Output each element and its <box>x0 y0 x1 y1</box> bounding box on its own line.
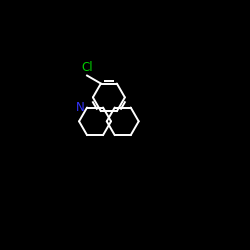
Text: Cl: Cl <box>81 60 93 74</box>
Text: N: N <box>76 101 85 114</box>
